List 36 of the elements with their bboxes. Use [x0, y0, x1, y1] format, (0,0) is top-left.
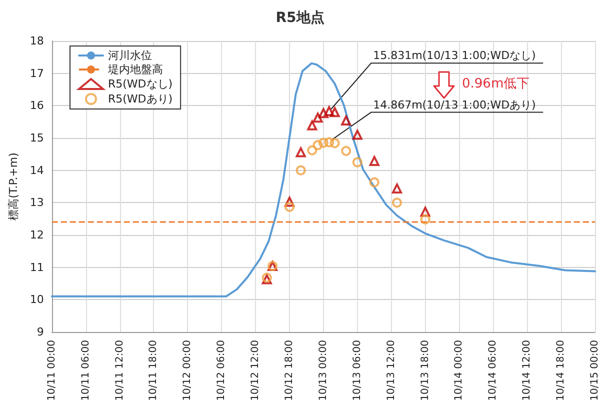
y-tick-label: 13 — [30, 196, 44, 210]
x-tick-label: 10/12 00:00 — [182, 340, 194, 401]
x-tick-label: 10/13 12:00 — [386, 340, 397, 401]
y-tick-label: 14 — [30, 164, 44, 177]
annotation: 0.96m低下 — [462, 76, 530, 92]
legend-label: R5(WDなし) — [108, 78, 173, 90]
legend-label: 堤内地盤高 — [107, 63, 163, 76]
annotation: 15.831m(10/13 1:00;WDなし) — [373, 49, 536, 62]
x-tick-label: 10/12 18:00 — [284, 340, 296, 401]
legend-label: 河川水位 — [108, 49, 152, 62]
x-tick-label: 10/14 12:00 — [522, 340, 533, 401]
x-tick-label: 10/14 06:00 — [488, 340, 499, 401]
x-tick-label: 10/11 12:00 — [114, 340, 126, 401]
y-tick-label: 15 — [30, 132, 44, 144]
y-tick-label: 16 — [30, 99, 44, 112]
x-tick-label: 10/12 06:00 — [216, 340, 228, 401]
y-tick-label: 18 — [30, 34, 44, 48]
y-tick-label: 10 — [30, 293, 44, 306]
x-tick-label: 10/13 06:00 — [352, 340, 363, 401]
y-tick-label: 12 — [30, 228, 44, 242]
x-tick-label: 10/11 06:00 — [80, 340, 92, 401]
x-tick-label: 10/11 18:00 — [148, 340, 160, 401]
annotation: 14.867m(10/13 1:00;WDあり) — [373, 98, 536, 112]
y-tick-label: 17 — [30, 66, 44, 80]
chart-title: R5地点 — [276, 10, 324, 26]
x-tick-label: 10/13 00:00 — [318, 340, 329, 401]
x-tick-label: 10/14 00:00 — [454, 340, 465, 401]
x-tick-label: 10/14 18:00 — [556, 340, 567, 401]
y-axis-title: 標高(T.P.+m) — [7, 152, 20, 220]
y-tick-label: 9 — [36, 326, 44, 338]
x-tick-label: 10/11 00:00 — [46, 340, 58, 401]
x-tick-label: 10/12 12:00 — [250, 340, 262, 401]
legend-label: R5(WDあり) — [108, 92, 173, 106]
x-tick-label: 10/13 18:00 — [420, 340, 431, 401]
x-tick-label: 10/15 00:00 — [590, 340, 600, 401]
y-tick-label: 11 — [30, 260, 44, 274]
